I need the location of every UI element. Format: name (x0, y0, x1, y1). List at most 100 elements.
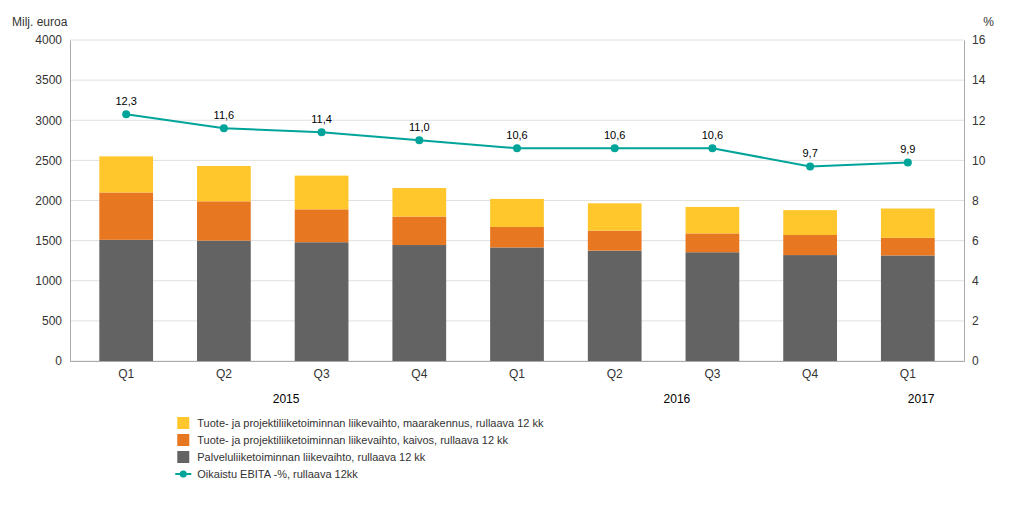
bar (686, 233, 740, 252)
tick-label: Q2 (216, 367, 232, 381)
tick: Q3 (314, 361, 330, 381)
tick-label: 0 (972, 354, 979, 368)
tick-label: 2500 (35, 154, 62, 168)
tick-label: Q4 (411, 367, 427, 381)
tick: Q1 (118, 361, 134, 381)
bar-series (99, 156, 934, 237)
tick: 0 (964, 354, 979, 368)
bar (783, 210, 837, 235)
grid-line (70, 120, 964, 121)
data-label: 10,6 (702, 129, 723, 141)
point (708, 144, 716, 152)
tick-label: 4000 (35, 33, 62, 47)
bar (588, 203, 642, 230)
legend-swatch (177, 434, 189, 446)
tick: Q4 (802, 361, 818, 381)
tick-label: 2 (972, 314, 979, 328)
legend-label: Palveluliiketoiminnan liikevaihto, rulla… (197, 451, 426, 463)
point (611, 144, 619, 152)
point (415, 136, 423, 144)
bar (783, 235, 837, 255)
bar (392, 188, 446, 216)
bar (99, 240, 153, 361)
tick-label: 14 (972, 73, 986, 87)
grid-line (70, 160, 964, 161)
tick: Q2 (607, 361, 623, 381)
legend-item: Tuote- ja projektiliiketoiminnan liikeva… (177, 417, 544, 429)
chart: 12,311,611,411,010,610,610,69,79,9050010… (0, 0, 1024, 511)
bar (99, 156, 153, 192)
tick-label: Q2 (607, 367, 623, 381)
bar (197, 201, 251, 240)
tick: 3000 (35, 114, 70, 128)
bar (392, 217, 446, 245)
tick-label: 0 (55, 354, 62, 368)
bar-series (99, 192, 934, 255)
legend-swatch (177, 417, 189, 429)
tick: Q1 (509, 361, 525, 381)
bar (197, 241, 251, 361)
tick: 3500 (35, 73, 70, 87)
y2-axis: 0246810121416 (964, 33, 986, 368)
annotation: 2015 (273, 392, 300, 406)
annotation: 2016 (664, 392, 691, 406)
annotations: 201520162017 (273, 392, 935, 406)
tick: 10 (964, 154, 986, 168)
axis-line (964, 41, 965, 362)
tick: Q2 (216, 361, 232, 381)
legend-label: Oikaistu EBITA -%, rullaava 12kk (197, 468, 358, 480)
data-label: 12,3 (115, 95, 136, 107)
tick: 500 (42, 314, 70, 328)
tick-label: 3000 (35, 114, 62, 128)
legend-item: Palveluliiketoiminnan liikevaihto, rulla… (177, 451, 426, 463)
y-axis: 0 500 1000 1500 2000 2500 3000 3500 4000 (35, 33, 70, 368)
bar (588, 231, 642, 251)
data-label: 11,0 (409, 121, 430, 133)
tick-label: 16 (972, 33, 986, 47)
data-label: 9,7 (802, 147, 817, 159)
tick-label: Q4 (802, 367, 818, 381)
bar (392, 245, 446, 361)
bar (783, 255, 837, 361)
tick: 12 (964, 114, 986, 128)
bar (295, 242, 349, 361)
tick-label: 12 (972, 114, 986, 128)
tick: Q4 (411, 361, 427, 381)
bar (881, 238, 935, 256)
tick: 2 (964, 314, 979, 328)
legend: Tuote- ja projektiliiketoiminnan liikeva… (175, 417, 544, 480)
tick-label: Q1 (118, 367, 134, 381)
bar (881, 209, 935, 238)
bar (490, 247, 544, 361)
tick: 4 (964, 274, 979, 288)
bar (588, 251, 642, 361)
marks (99, 110, 934, 361)
tick-label: 8 (972, 194, 979, 208)
data-label: 9,9 (900, 143, 915, 155)
bar (881, 255, 935, 361)
data-label: 11,6 (214, 109, 235, 121)
bar (686, 252, 740, 361)
tick: 1500 (35, 234, 70, 248)
data-label: 11,4 (311, 113, 332, 125)
tick-label: 2000 (35, 194, 62, 208)
tick-label: 10 (972, 154, 986, 168)
bar (490, 199, 544, 227)
bar (99, 192, 153, 239)
bar (686, 207, 740, 233)
tick: 2000 (35, 194, 70, 208)
grid (70, 40, 964, 361)
point (806, 162, 814, 170)
tick-label: 1500 (35, 234, 62, 248)
y-axis-title: Milj. euroa (12, 15, 68, 29)
tick-label: 3500 (35, 73, 62, 87)
tick: 1000 (35, 274, 70, 288)
legend-swatch (177, 451, 189, 463)
tick-label: Q1 (509, 367, 525, 381)
tick: 0 (55, 354, 70, 368)
bar (295, 176, 349, 210)
line (126, 114, 908, 166)
tick: 16 (964, 33, 986, 47)
tick: Q3 (704, 361, 720, 381)
legend-label: Tuote- ja projektiliiketoiminnan liikeva… (197, 434, 508, 446)
